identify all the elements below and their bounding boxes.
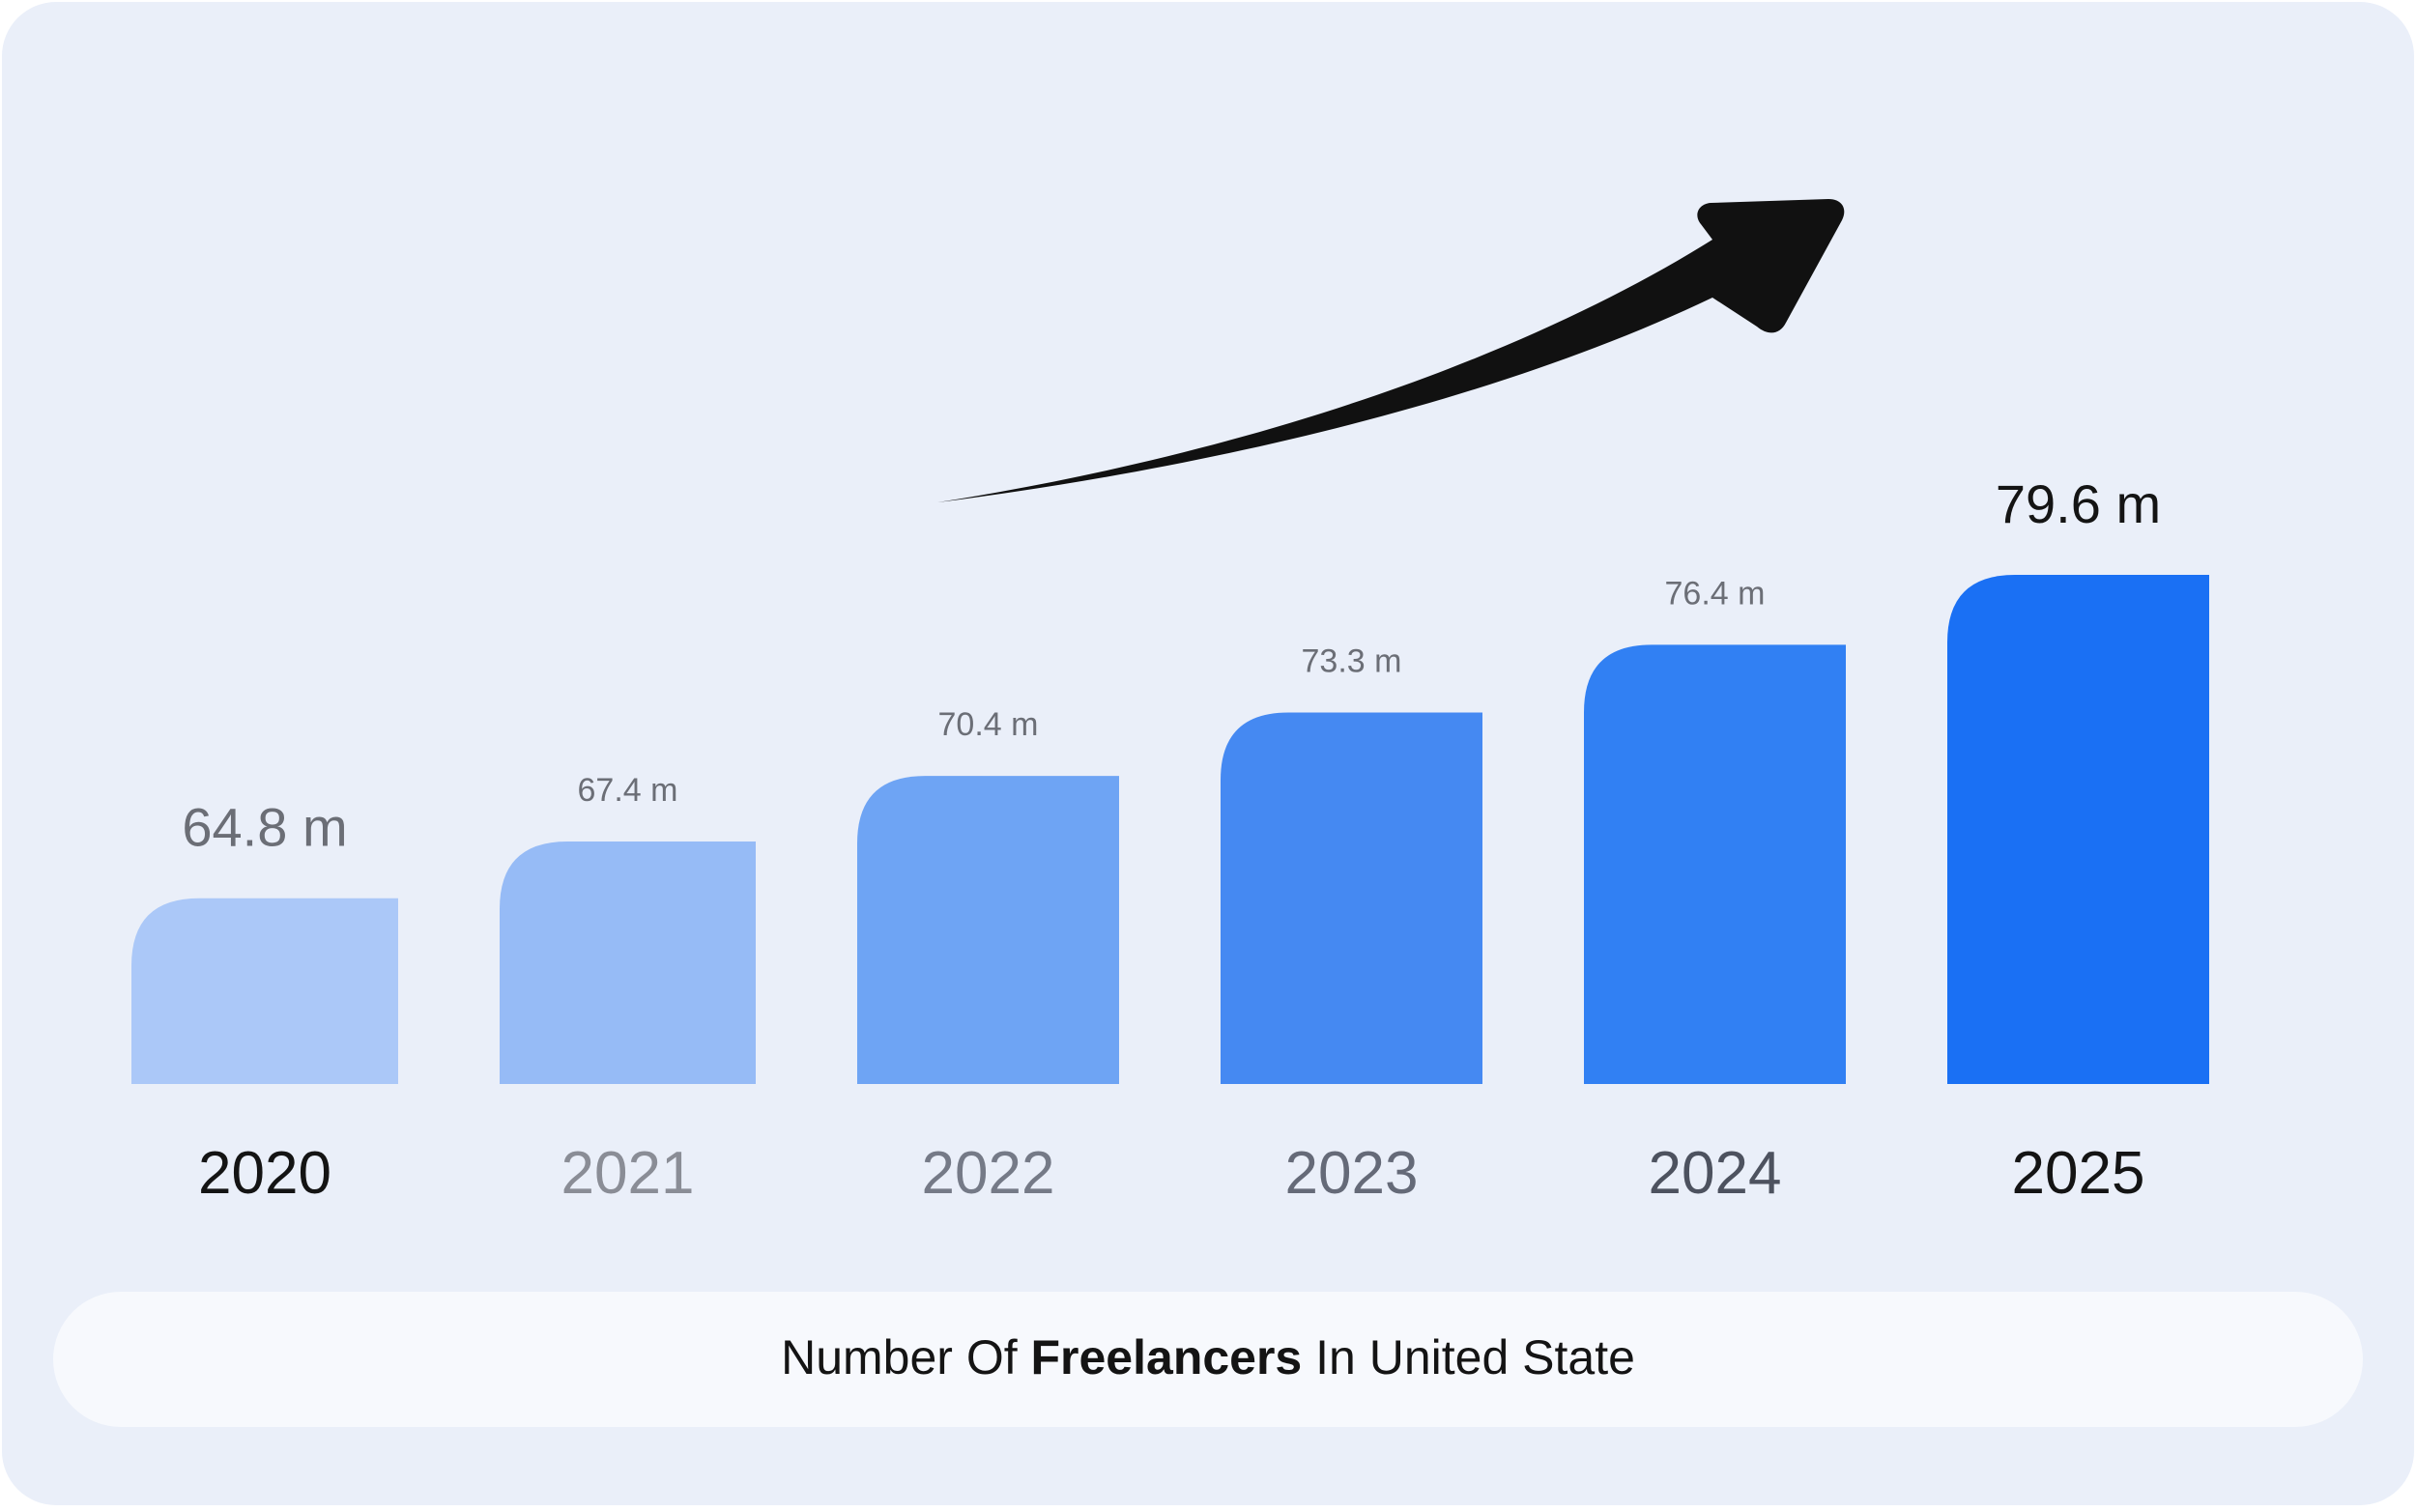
bar-2022: [857, 776, 1119, 1084]
value-label-2023: 73.3 m: [1302, 642, 1402, 679]
category-label-2025: 2025: [2012, 1140, 2145, 1207]
bars-group: [131, 575, 2209, 1084]
upward-arrow-icon: [937, 199, 1845, 502]
caption-suffix: In United State: [1302, 1330, 1635, 1384]
category-label-2020: 2020: [198, 1140, 331, 1207]
value-label-2024: 76.4 m: [1665, 575, 1766, 612]
category-label-2023: 2023: [1285, 1140, 1419, 1207]
value-label-2021: 67.4 m: [578, 772, 678, 809]
bar-2024: [1584, 644, 1846, 1084]
bar-2020: [131, 898, 398, 1084]
caption-prefix: Number Of: [781, 1330, 1030, 1384]
caption-pill: [53, 1292, 2363, 1427]
category-label-2021: 2021: [561, 1140, 695, 1207]
value-label-2025: 79.6 m: [1996, 473, 2161, 534]
value-label-2022: 70.4 m: [938, 706, 1039, 743]
value-label-2020: 64.8 m: [182, 797, 347, 858]
bar-2021: [500, 841, 756, 1084]
category-labels-group: 2020 2021 2022 2023 2024 2025: [198, 1140, 2144, 1207]
bar-2025: [1947, 575, 2209, 1084]
category-label-2022: 2022: [922, 1140, 1055, 1207]
category-label-2024: 2024: [1649, 1140, 1782, 1207]
bar-2023: [1221, 712, 1482, 1084]
chart-caption: Number Of Freelancers In United State: [781, 1330, 1635, 1384]
caption-emphasis: Freelancers: [1031, 1330, 1303, 1384]
value-labels-group: 64.8 m 67.4 m 70.4 m 73.3 m 76.4 m 79.6 m: [182, 473, 2161, 858]
